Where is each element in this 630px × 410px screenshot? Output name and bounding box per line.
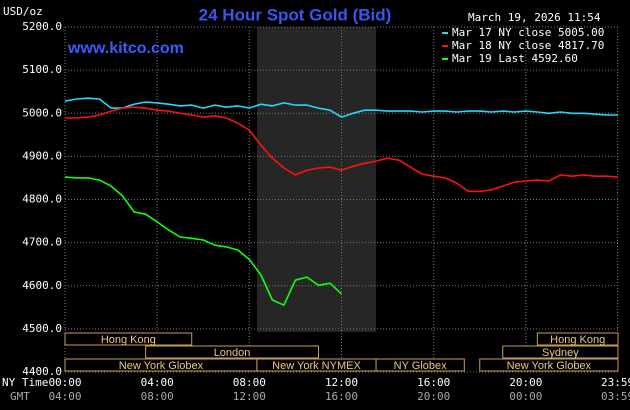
y-tick-label: 5100.0 (22, 63, 62, 76)
session-label: New York NYMEX (272, 360, 361, 372)
y-tick-label: 5000.0 (22, 106, 62, 119)
session-label: Sydney (542, 347, 579, 359)
y-tick-label: 4500.0 (22, 322, 62, 335)
y-tick-label: 4900.0 (22, 149, 62, 162)
session-box (479, 358, 619, 372)
legend-label: Mar 18 NY close 4817.70 (452, 39, 604, 52)
x-tick-label: 16:00 (417, 376, 450, 389)
x2-tick-label: 04:00 (48, 390, 81, 403)
y-tick-label: 4400.0 (22, 365, 62, 378)
x-row-label: NY Time (2, 376, 48, 389)
x2-tick-label: 03:59 (601, 390, 630, 403)
session-label: Hong Kong (101, 334, 156, 346)
session-label: Hong Kong (550, 334, 605, 346)
session-box (502, 345, 619, 359)
y-unit: USD/oz (3, 5, 43, 18)
session-label: London (214, 347, 251, 359)
x-tick-label: 23:59 (601, 376, 630, 389)
session-box (145, 345, 319, 359)
x-tick-label: 08:00 (233, 376, 266, 389)
price-line (64, 97, 618, 118)
session-box (375, 358, 465, 372)
x2-tick-label: 00:00 (509, 390, 542, 403)
x2-tick-label: 08:00 (141, 390, 174, 403)
x2-tick-label: 12:00 (233, 390, 266, 403)
session-label: New York Globex (119, 360, 204, 372)
price-line (64, 176, 343, 306)
session-label: NY Globex (394, 360, 447, 372)
legend-label: Mar 17 NY close 5005.00 (452, 26, 604, 39)
session-box (64, 332, 193, 346)
x2-tick-label: 20:00 (417, 390, 450, 403)
legend-label: Mar 19 Last 4592.60 (452, 52, 578, 65)
x-tick-label: 04:00 (141, 376, 174, 389)
x-tick-label: 20:00 (509, 376, 542, 389)
chart-title: 24 Hour Spot Gold (Bid) (199, 5, 392, 24)
y-tick-label: 5200.0 (22, 20, 62, 33)
y-tick-label: 4800.0 (22, 193, 62, 206)
y-tick-label: 4700.0 (22, 236, 62, 249)
x-tick-label: 00:00 (48, 376, 81, 389)
x-tick-label: 12:00 (325, 376, 358, 389)
timestamp: March 19, 2026 11:54 (468, 11, 601, 24)
highlight-band (256, 27, 377, 332)
price-line (65, 106, 619, 193)
y-tick-label: 4600.0 (22, 279, 62, 292)
session-label: New York Globex (507, 360, 592, 372)
session-box (536, 332, 619, 346)
x2-tick-label: 16:00 (325, 390, 358, 403)
x2-row-label: GMT (10, 390, 30, 403)
website: www.kitco.com (67, 40, 184, 57)
